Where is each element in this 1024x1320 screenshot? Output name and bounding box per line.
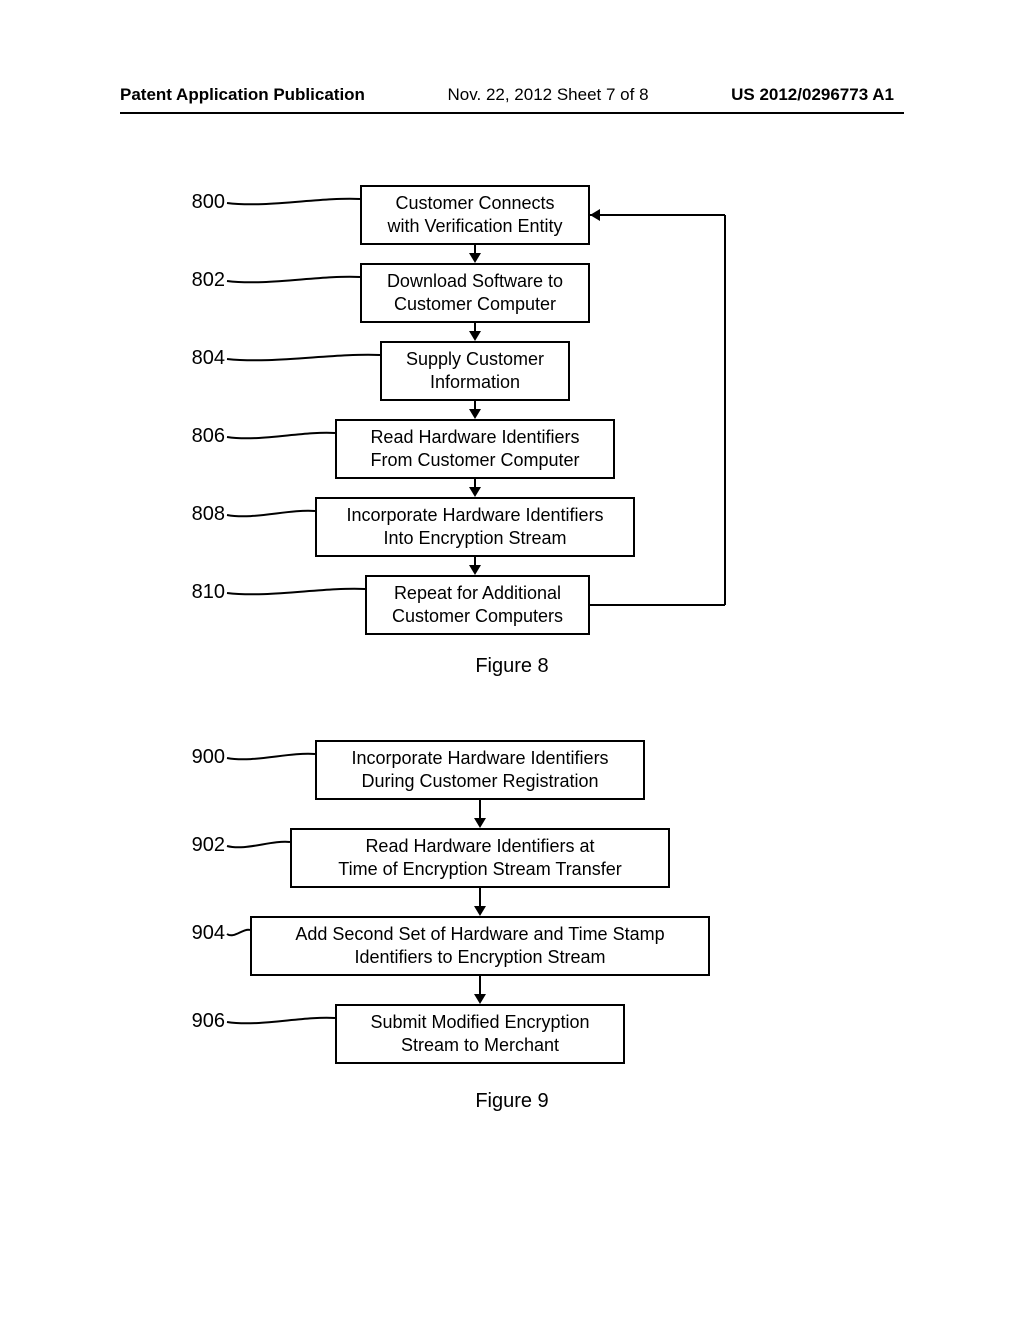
arrow-904-head [474,994,486,1004]
figure-8-caption: Figure 8 [120,655,904,678]
arrow-900-head [474,818,486,828]
ref-label-800: 800 [165,191,225,214]
feedback-seg3 [590,214,725,216]
ref-label-904: 904 [165,922,225,945]
flow-box-900: Incorporate Hardware IdentifiersDuring C… [315,740,645,800]
flow-box-804-line1: Information [430,371,520,394]
flow-box-804: Supply CustomerInformation [380,341,570,401]
flow-box-906-line0: Submit Modified Encryption [370,1011,589,1034]
flow-box-900-line0: Incorporate Hardware Identifiers [351,747,608,770]
flow-box-902: Read Hardware Identifiers atTime of Encr… [290,828,670,888]
ref-label-804: 804 [165,347,225,370]
arrow-804-head [469,409,481,419]
ref-label-810: 810 [165,581,225,604]
feedback-seg2 [724,215,726,605]
feedback-seg1 [590,604,725,606]
feedback-head [590,209,600,221]
flow-box-808-line1: Into Encryption Stream [383,527,566,550]
flow-box-800-line1: with Verification Entity [387,215,562,238]
header-middle: Nov. 22, 2012 Sheet 7 of 8 [448,85,649,105]
flow-box-806-line1: From Customer Computer [370,449,579,472]
flow-box-806-line0: Read Hardware Identifiers [370,426,579,449]
arrow-902-head [474,906,486,916]
ref-label-806: 806 [165,425,225,448]
flow-box-904-line1: Identifiers to Encryption Stream [354,946,605,969]
flow-box-800-line0: Customer Connects [395,192,554,215]
ref-label-906: 906 [165,1010,225,1033]
flow-box-808-line0: Incorporate Hardware Identifiers [346,504,603,527]
flow-box-802: Download Software toCustomer Computer [360,263,590,323]
flow-box-904: Add Second Set of Hardware and Time Stam… [250,916,710,976]
flow-box-810-line1: Customer Computers [392,605,563,628]
flow-box-806: Read Hardware IdentifiersFrom Customer C… [335,419,615,479]
ref-label-902: 902 [165,834,225,857]
ref-label-802: 802 [165,269,225,292]
flow-box-902-line0: Read Hardware Identifiers at [365,835,594,858]
arrow-806-head [469,487,481,497]
arrow-808-head [469,565,481,575]
flow-box-802-line0: Download Software to [387,270,563,293]
header-right: US 2012/0296773 A1 [731,85,894,105]
flow-box-810-line0: Repeat for Additional [394,582,561,605]
flow-box-900-line1: During Customer Registration [361,770,598,793]
flow-box-906-line1: Stream to Merchant [401,1034,559,1057]
header-left: Patent Application Publication [120,85,365,105]
ref-label-900: 900 [165,746,225,769]
arrow-800-head [469,253,481,263]
flow-box-804-line0: Supply Customer [406,348,544,371]
flow-box-904-line0: Add Second Set of Hardware and Time Stam… [295,923,664,946]
flow-box-810: Repeat for AdditionalCustomer Computers [365,575,590,635]
flow-box-906: Submit Modified EncryptionStream to Merc… [335,1004,625,1064]
flow-box-802-line1: Customer Computer [394,293,556,316]
ref-label-808: 808 [165,503,225,526]
figure-9-caption: Figure 9 [120,1090,904,1113]
flow-box-808: Incorporate Hardware IdentifiersInto Enc… [315,497,635,557]
flow-box-800: Customer Connectswith Verification Entit… [360,185,590,245]
header-rule [120,112,904,114]
flow-box-902-line1: Time of Encryption Stream Transfer [338,858,621,881]
arrow-802-head [469,331,481,341]
page-header: Patent Application Publication Nov. 22, … [0,85,1024,105]
